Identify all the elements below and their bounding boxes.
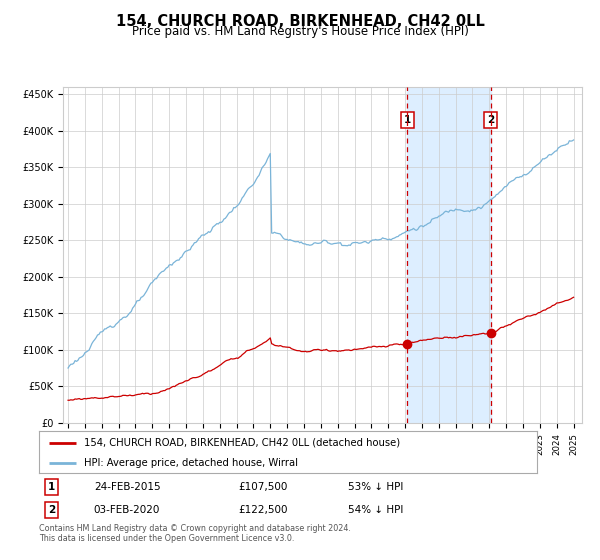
Text: Contains HM Land Registry data © Crown copyright and database right 2024.: Contains HM Land Registry data © Crown c…	[39, 524, 351, 533]
Text: £122,500: £122,500	[238, 505, 288, 515]
Text: 2: 2	[48, 505, 55, 515]
Text: 54% ↓ HPI: 54% ↓ HPI	[348, 505, 403, 515]
Text: 24-FEB-2015: 24-FEB-2015	[94, 482, 160, 492]
Text: HPI: Average price, detached house, Wirral: HPI: Average price, detached house, Wirr…	[84, 458, 298, 468]
Text: 1: 1	[403, 115, 411, 125]
Text: 1: 1	[48, 482, 55, 492]
Text: 03-FEB-2020: 03-FEB-2020	[94, 505, 160, 515]
Text: Price paid vs. HM Land Registry's House Price Index (HPI): Price paid vs. HM Land Registry's House …	[131, 25, 469, 38]
Bar	[407, 87, 491, 423]
Text: 2: 2	[487, 115, 494, 125]
Text: £107,500: £107,500	[238, 482, 287, 492]
Text: 154, CHURCH ROAD, BIRKENHEAD, CH42 0LL: 154, CHURCH ROAD, BIRKENHEAD, CH42 0LL	[116, 14, 484, 29]
Text: This data is licensed under the Open Government Licence v3.0.: This data is licensed under the Open Gov…	[39, 534, 295, 543]
Text: 53% ↓ HPI: 53% ↓ HPI	[348, 482, 403, 492]
Text: 154, CHURCH ROAD, BIRKENHEAD, CH42 0LL (detached house): 154, CHURCH ROAD, BIRKENHEAD, CH42 0LL (…	[84, 438, 400, 448]
